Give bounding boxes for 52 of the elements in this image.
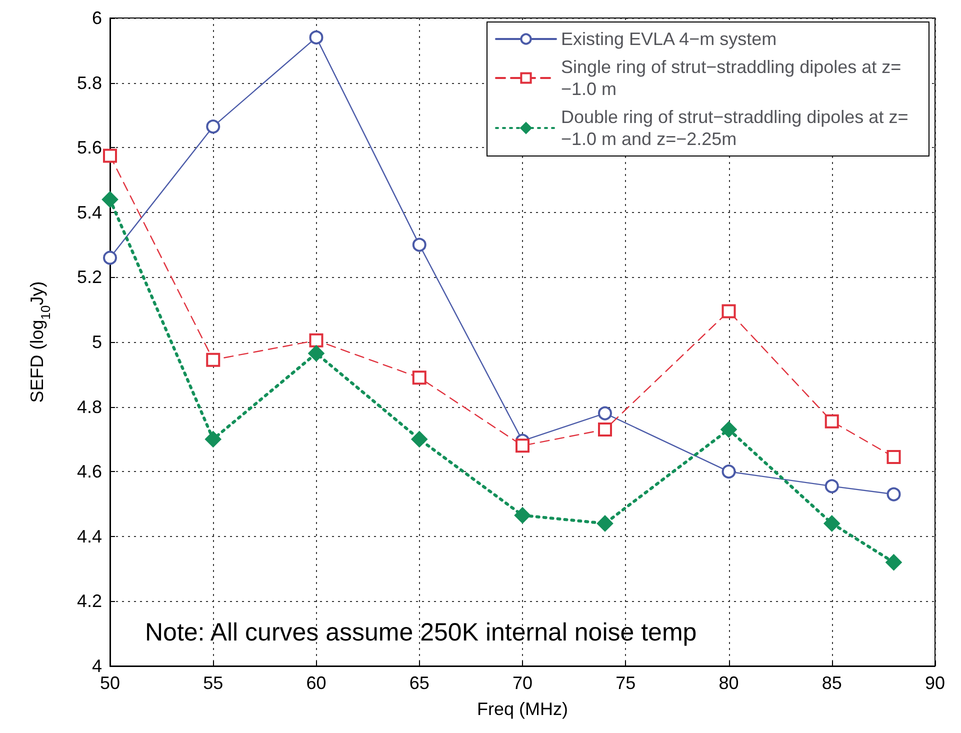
point [412,238,426,252]
point [206,120,220,134]
x-tick-label: 90 [924,673,946,693]
point [824,414,839,428]
point [516,438,530,453]
x-tick-label: 80 [718,673,739,693]
point [205,431,222,448]
point [886,487,901,502]
point [309,333,324,348]
x-axis-title: Freq (MHz) [477,699,568,719]
point [722,304,736,318]
y-tick-label: 5.2 [76,267,102,288]
point [412,370,426,385]
point [720,421,737,438]
y-tick-label: 4.2 [76,591,102,612]
point [597,515,613,532]
y-tick-label: 5.6 [76,138,102,158]
point [103,148,117,163]
point [103,250,117,265]
point [824,515,840,532]
y-tick-label: 5 [92,332,102,352]
annotation: Note: All curves assume 250K internal noise temp [145,618,697,646]
point [411,431,428,448]
y-tick-label: 4.4 [76,526,102,546]
legend-label: Double ring of strut−straddling dipoles at z=−1.0 m and z=−2.25m [561,107,908,149]
x-tick-label: 50 [100,673,120,693]
point [206,352,220,367]
point [722,464,736,479]
point [598,406,612,420]
legend-label: Existing EVLA 4−m system [561,29,777,49]
y-tick-label: 6 [92,8,102,28]
y-tick-label: 4.8 [76,396,102,417]
point [102,191,118,208]
point [886,554,902,570]
point [598,422,612,436]
y-tick-label: 4.6 [76,462,102,482]
point [514,507,530,524]
x-tick-label: 60 [306,673,326,693]
point [308,345,324,362]
y-tick-label: 5.8 [76,72,102,93]
x-tick-label: 75 [616,673,636,693]
x-tick-label: 65 [409,673,430,693]
x-tick-label: 70 [512,673,533,693]
point [824,479,839,494]
legend-label: Single ring of strut−straddling dipoles at z=−1.0 m [561,57,902,99]
point [886,450,901,464]
y-axis-title: SEFD (log10Jy) [27,281,53,403]
x-tick-label: 55 [203,673,224,693]
y-tick-label: 5.4 [76,202,102,222]
y-tick-label: 4 [92,656,102,676]
point [309,30,324,44]
x-tick-label: 85 [822,673,842,693]
